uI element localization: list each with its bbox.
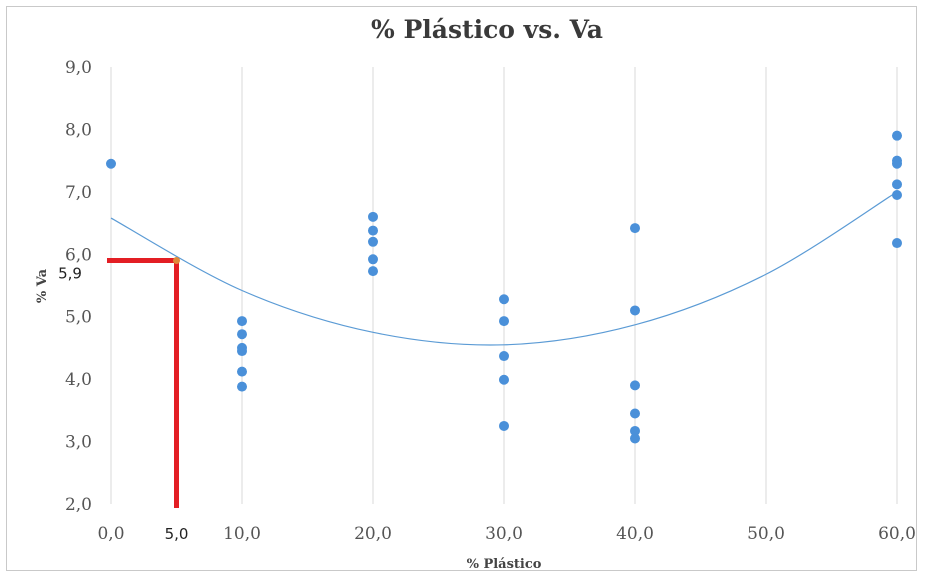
data-point [106, 158, 116, 169]
data-point [630, 380, 640, 391]
highlight-point [173, 257, 180, 265]
data-point [237, 346, 247, 357]
data-point [892, 130, 902, 141]
y-tick-label: 2,0 [65, 495, 92, 515]
data-point [368, 266, 378, 277]
data-point [237, 366, 247, 377]
y-tick-label: 7,0 [65, 183, 92, 203]
data-point [892, 238, 902, 249]
data-point [892, 158, 902, 169]
data-point [630, 305, 640, 316]
y-tick-label: 8,0 [65, 120, 92, 140]
y-axis-label: % Va [35, 268, 50, 303]
x-tick-label: 10,0 [223, 524, 261, 544]
data-point [630, 425, 640, 436]
data-point [499, 316, 509, 327]
data-point [499, 294, 509, 305]
x-tick-label: 40,0 [616, 524, 654, 544]
y-tick-labels: 2,0 3,0 4,0 5,0 6,0 7,0 8,0 9,0 [65, 58, 92, 515]
data-point [892, 179, 902, 190]
annotation-y-label: 5,9 [58, 265, 82, 283]
x-tick-label: 30,0 [485, 524, 523, 544]
y-tick-label: 3,0 [65, 433, 92, 453]
data-point [237, 381, 247, 392]
data-points [106, 130, 902, 444]
data-point [368, 236, 378, 247]
x-tick-labels: 0,0 10,0 20,0 30,0 40,0 50,0 60,0 [97, 524, 915, 544]
y-tick-label: 4,0 [65, 370, 92, 390]
data-point [630, 223, 640, 234]
x-axis-label: % Plástico [467, 557, 542, 572]
data-point [237, 316, 247, 327]
data-point [630, 408, 640, 419]
data-point [368, 254, 378, 265]
data-point [368, 211, 378, 222]
chart-frame [6, 6, 917, 571]
gridlines [110, 67, 898, 504]
chart-title: % Plástico vs. Va [371, 15, 603, 44]
data-point [499, 374, 509, 385]
data-point [237, 329, 247, 340]
data-point [368, 225, 378, 236]
x-tick-label: 60,0 [878, 524, 916, 544]
annotation-x-label: 5,0 [165, 525, 189, 543]
data-point [892, 189, 902, 200]
y-tick-label: 9,0 [65, 58, 92, 78]
x-tick-label: 20,0 [354, 524, 392, 544]
data-point [630, 433, 640, 444]
x-tick-label: 50,0 [747, 524, 785, 544]
y-tick-label: 6,0 [65, 245, 92, 265]
data-point [499, 420, 509, 431]
highlight-lines: 5,0 5,9 [58, 257, 188, 543]
trend-line [110, 191, 898, 346]
x-tick-label: 0,0 [97, 524, 124, 544]
data-point [499, 351, 509, 362]
y-tick-label: 5,0 [65, 308, 92, 328]
